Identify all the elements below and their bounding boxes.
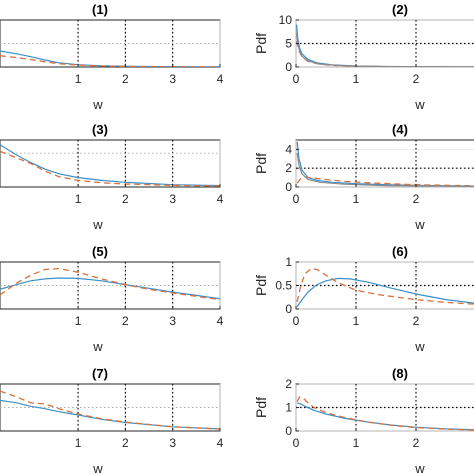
y-tick-label: 4: [285, 142, 292, 156]
x-tick-label: 0: [293, 436, 300, 450]
series-line-2: [0, 390, 220, 430]
x-tick-label: 4: [217, 314, 224, 328]
x-tick-label: 4: [217, 72, 224, 86]
x-axis-label: w: [414, 461, 425, 474]
y-tick-label: 2: [285, 161, 292, 175]
subplot-title: (8): [392, 366, 408, 381]
subplot-title: (3): [92, 122, 108, 137]
x-tick-label: 3: [169, 72, 176, 86]
y-tick-label: 0: [285, 180, 292, 194]
subplot-title: (7): [92, 366, 108, 381]
x-tick-label: 2: [413, 192, 420, 206]
y-axis-label: Pdf: [253, 33, 269, 54]
x-tick-label: 3: [169, 436, 176, 450]
x-axis-label: w: [92, 217, 103, 232]
y-tick-label: 5: [285, 37, 292, 51]
x-axis-label: w: [92, 461, 103, 474]
x-tick-label: 1: [75, 314, 82, 328]
axes-box: [295, 139, 474, 188]
subplot-4: 0 1 2 0 2 4 (4) w Pdf: [253, 122, 474, 232]
x-tick-label: 4: [217, 436, 224, 450]
x-tick-label: 1: [353, 72, 360, 86]
x-tick-label: 2: [413, 436, 420, 450]
x-tick-label: 3: [169, 314, 176, 328]
x-tick-label: 2: [122, 72, 129, 86]
subplot-8: 0 1 2 0 1 2 (8) w Pdf: [253, 366, 474, 474]
series-line-2: [0, 55, 220, 67]
y-tick-label: 10: [279, 13, 293, 27]
x-axis-label: w: [414, 97, 425, 112]
series-line-2: [296, 396, 474, 431]
subplot-title: (2): [392, 2, 408, 17]
y-tick-label: 0: [285, 60, 292, 74]
x-tick-label: 1: [75, 192, 82, 206]
series-line-2: [296, 176, 474, 187]
x-tick-label: 0: [293, 314, 300, 328]
series-line-1: [0, 50, 220, 67]
x-tick-label: 1: [353, 314, 360, 328]
series-line-2: [0, 150, 220, 187]
series-line-2: [0, 267, 220, 301]
y-axis-label: Pdf: [253, 397, 269, 418]
subplot-5: 1 2 3 4 (5) w: [0, 244, 224, 354]
x-tick-label: 2: [413, 72, 420, 86]
x-tick-label: 1: [353, 192, 360, 206]
series-line-2: [296, 267, 474, 305]
x-tick-label: 2: [122, 314, 129, 328]
x-axis-label: w: [92, 97, 103, 112]
y-tick-label: 1: [285, 255, 292, 269]
subplot-3: 1 2 3 4 (3) w: [0, 122, 224, 232]
subplot-title: (4): [392, 122, 408, 137]
x-axis-label: w: [92, 339, 103, 354]
x-tick-label: 1: [75, 72, 82, 86]
series-line-3: [296, 33, 474, 67]
y-axis-label: Pdf: [253, 153, 269, 174]
series-line-1: [296, 277, 474, 307]
subplot-2: 0 1 2 0 5 10 (2) w Pdf: [253, 2, 474, 112]
series-line-1: [0, 144, 220, 187]
series-line-3: [296, 153, 474, 187]
y-axis-label: Pdf: [253, 275, 269, 296]
x-axis-label: w: [414, 339, 425, 354]
axes-box: [0, 139, 221, 188]
subplot-title: (1): [92, 2, 108, 17]
y-tick-label: 0.5: [275, 279, 292, 293]
series-line-1: [296, 141, 474, 187]
subplot-1: 1 2 3 4 (1) w: [0, 2, 224, 112]
x-tick-label: 1: [353, 436, 360, 450]
x-tick-label: 0: [293, 192, 300, 206]
x-tick-label: 2: [122, 436, 129, 450]
y-tick-label: 0: [285, 424, 292, 438]
x-axis-label: w: [414, 217, 425, 232]
x-tick-label: 3: [169, 192, 176, 206]
x-tick-label: 2: [413, 314, 420, 328]
subplot-7: 1 2 3 4 (7) w: [0, 366, 224, 474]
subplot-6: 0 1 2 0 0.5 1 (6) w Pdf: [253, 244, 474, 354]
series-line-1: [297, 402, 474, 431]
y-tick-label: 0: [285, 302, 292, 316]
y-tick-label: 2: [285, 377, 292, 391]
subplot-title: (5): [92, 244, 108, 259]
y-tick-label: 1: [285, 401, 292, 415]
x-tick-label: 4: [217, 192, 224, 206]
x-tick-label: 0: [293, 72, 300, 86]
subplot-title: (6): [392, 244, 408, 259]
x-tick-label: 2: [122, 192, 129, 206]
x-tick-label: 1: [75, 436, 82, 450]
series-line-1: [0, 277, 220, 300]
